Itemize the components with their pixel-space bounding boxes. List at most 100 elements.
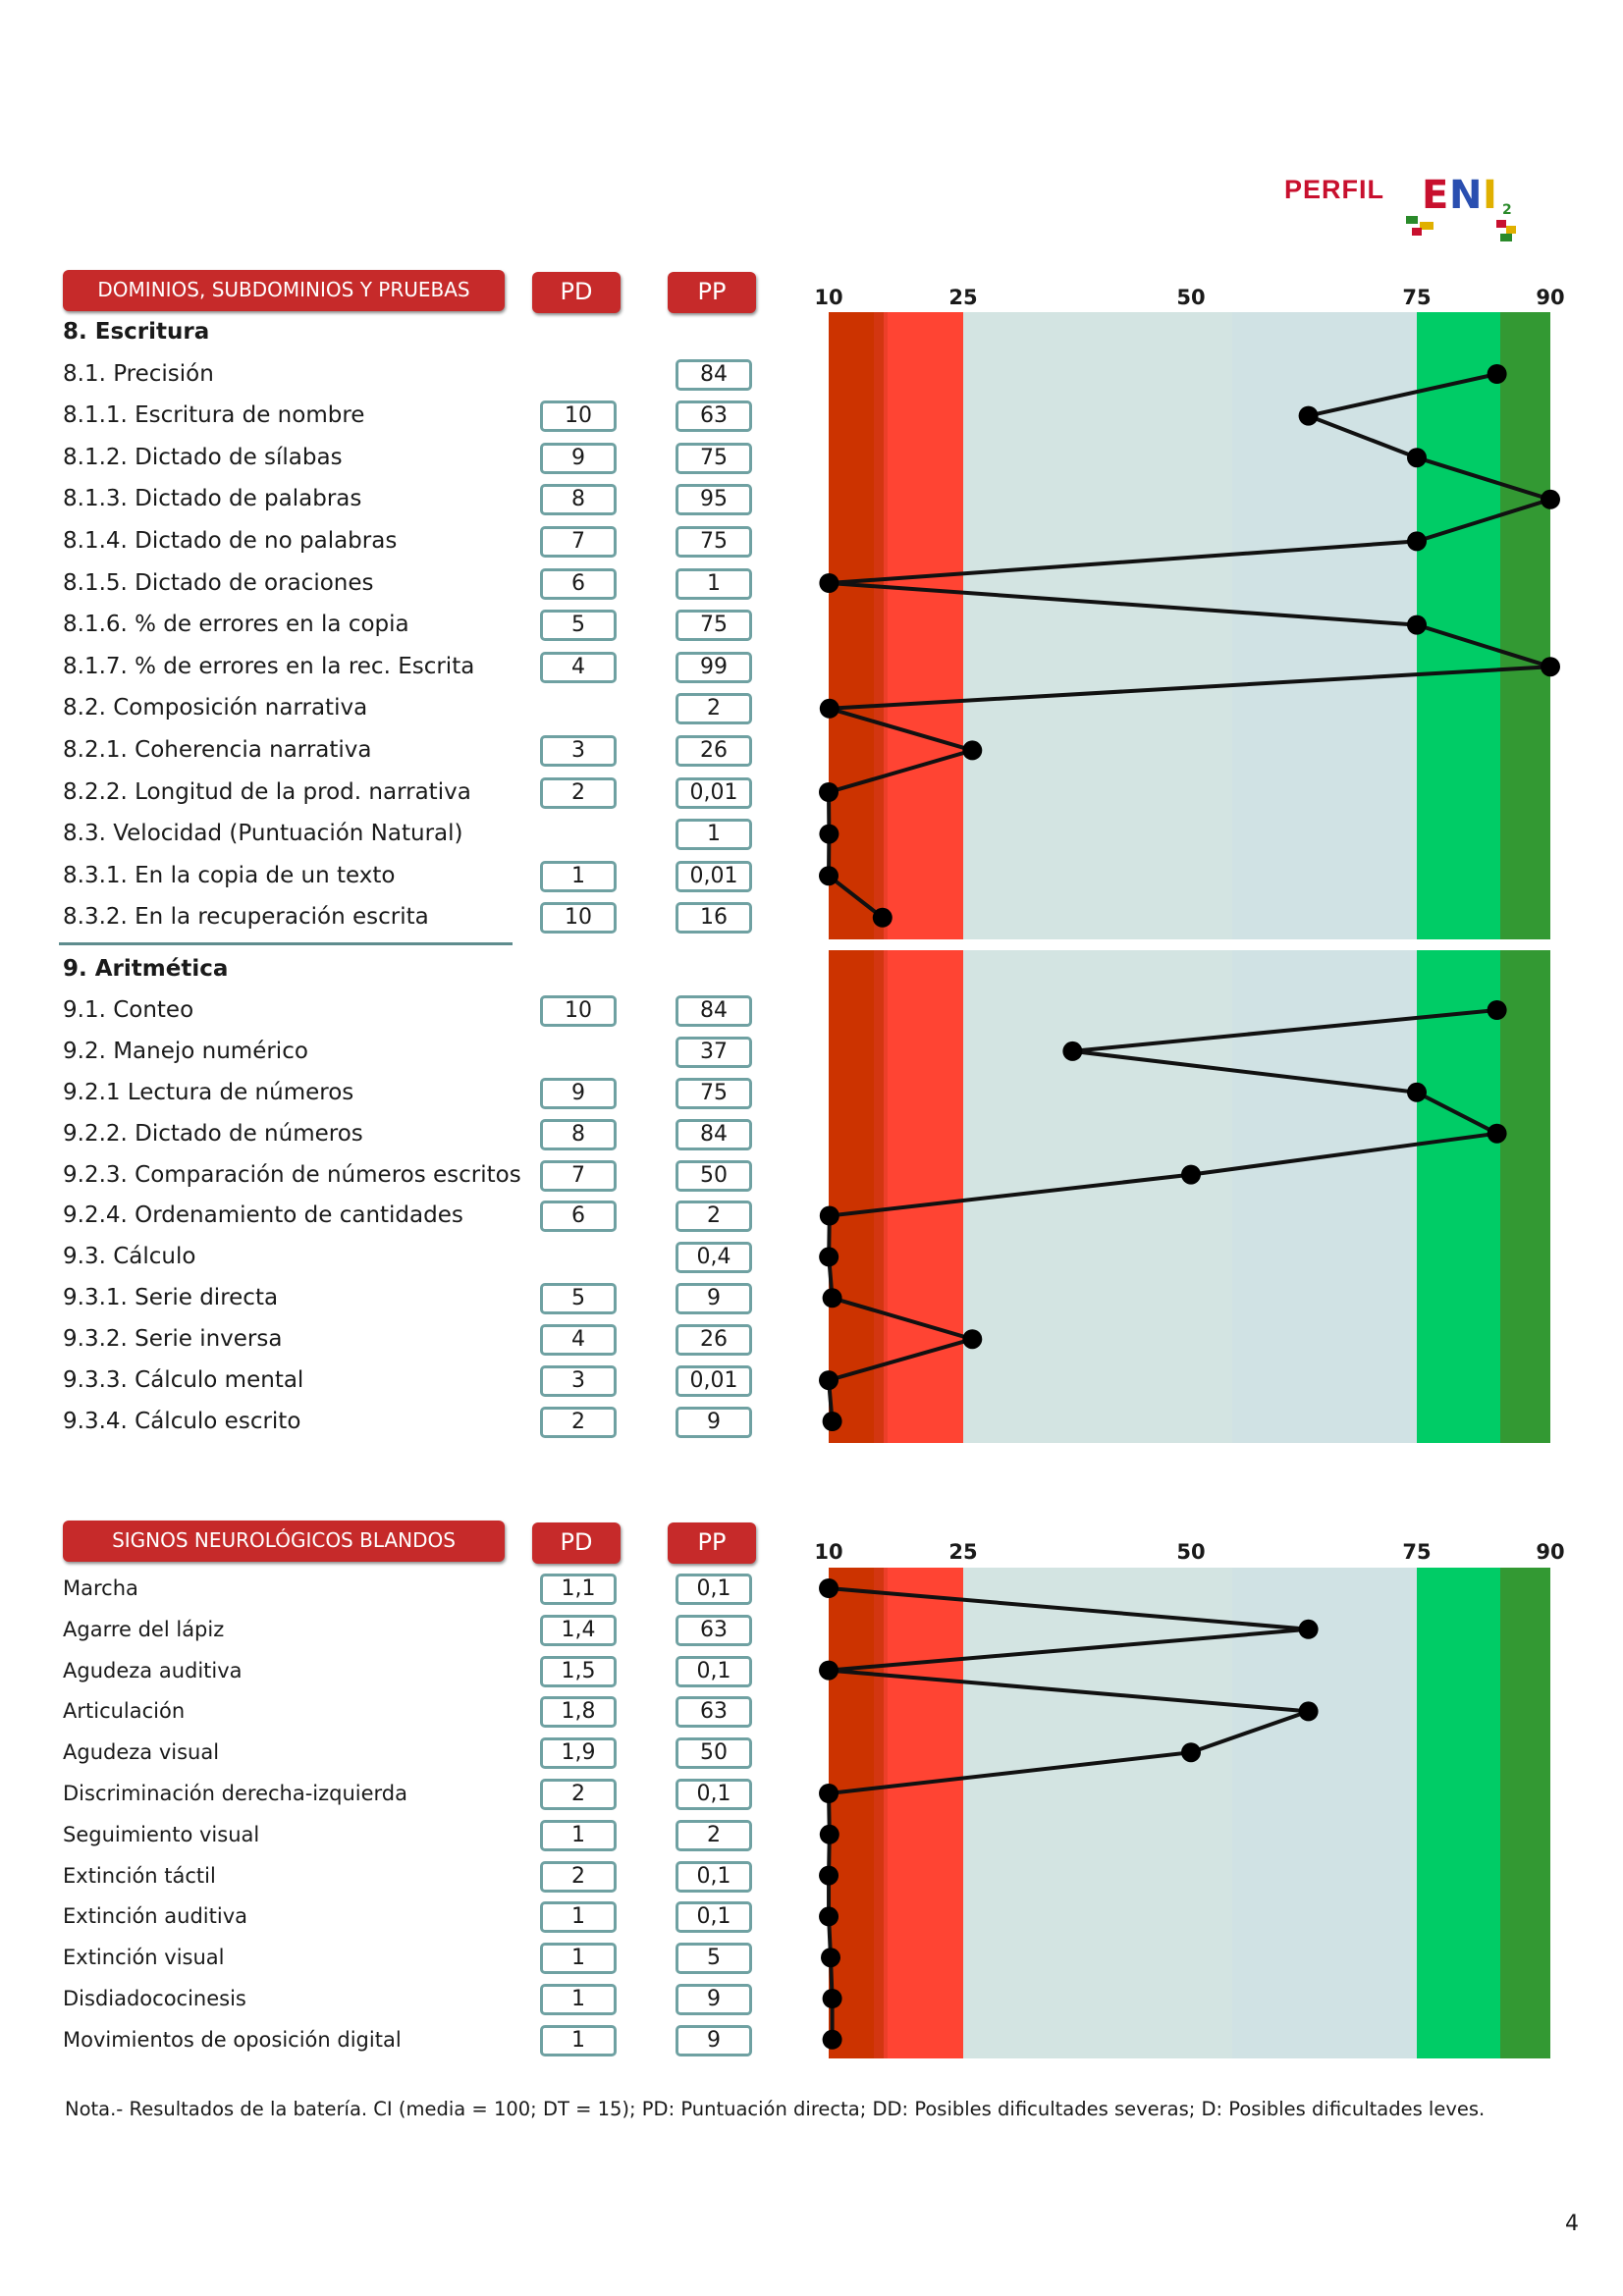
chart3-band-3 (1232, 1568, 1417, 2058)
chart1-point-3 (1541, 489, 1560, 509)
row-label: Discriminación derecha-izquierda (63, 1782, 408, 1805)
row-label: Agudeza auditiva (63, 1658, 243, 1682)
row-label: 9.3.1. Serie directa (63, 1285, 279, 1311)
row-label: 9. Aritmética (63, 956, 229, 982)
pd-value: 2 (540, 776, 617, 809)
pp-value: 0,1 (676, 1901, 752, 1934)
pd-value: 1 (540, 1901, 617, 1934)
chart2-band-4 (1417, 950, 1500, 1443)
row-label: 9.2.4. Ordenamiento de cantidades (63, 1202, 463, 1229)
pd-header: PD (532, 272, 621, 313)
chart3-band-4 (1417, 1568, 1500, 2058)
row-label: 8.3.2. En la recuperación escrita (63, 904, 429, 931)
pp-value: 50 (676, 1159, 752, 1192)
pd-value: 2 (540, 1406, 617, 1438)
row-label: 9.2.1 Lectura de números (63, 1079, 354, 1105)
pp-value: 26 (676, 735, 752, 767)
chart3-point-5 (819, 1784, 839, 1803)
row-label: 8. Escritura (63, 319, 210, 345)
chart2-point-5 (819, 1205, 839, 1226)
row-label: 8.1.3. Dictado de palabras (63, 486, 362, 512)
axis-tick-10: 10 (814, 286, 843, 309)
pd-value: 3 (540, 735, 617, 767)
pd-value: 1 (540, 2024, 617, 2056)
chart3-point-10 (822, 1989, 842, 2008)
pp-value: 0,1 (676, 1655, 752, 1687)
axis-tick-25: 25 (948, 1540, 978, 1564)
signs-header: SIGNOS NEUROLÓGICOS BLANDOS (63, 1521, 505, 1562)
chart2-band-5 (1500, 950, 1550, 1443)
row-label: Extinción táctil (63, 1863, 216, 1888)
pd-value: 2 (540, 1779, 617, 1810)
pd-value: 5 (540, 1283, 617, 1315)
chart2-band-3 (1232, 950, 1417, 1443)
row-label: Agudeza visual (63, 1740, 220, 1765)
chart1-band-4 (1417, 312, 1500, 939)
pp-value: 63 (676, 400, 752, 433)
row-label: 8.3. Velocidad (Puntuación Natural) (63, 821, 463, 847)
pd-value: 1 (540, 1943, 617, 1975)
chart1-point-9 (962, 740, 983, 761)
chart3-point-2 (819, 1660, 839, 1681)
pd-value: 6 (540, 567, 617, 600)
pd-value: 4 (540, 1324, 617, 1357)
row-label: 8.1.2. Dictado de sílabas (63, 444, 343, 470)
pd-value: 6 (540, 1201, 617, 1233)
row-label: 9.2. Manejo numérico (63, 1038, 308, 1064)
row-label: 9.2.2. Dictado de números (63, 1120, 363, 1147)
chart2-point-2 (1407, 1082, 1427, 1102)
pp-value: 99 (676, 651, 752, 683)
axis-tick-90: 90 (1536, 1540, 1565, 1564)
chart3-point-0 (819, 1578, 839, 1598)
chart3-point-3 (1298, 1701, 1319, 1722)
axis-tick-75: 75 (1402, 1540, 1432, 1564)
row-label: 8.2.1. Coherencia narrativa (63, 737, 372, 763)
chart2-point-0 (1487, 1000, 1507, 1020)
chart1-point-1 (1298, 405, 1319, 426)
pp-value: 9 (676, 2024, 752, 2056)
chart3-band-1 (884, 1568, 963, 2058)
chart3-band-edge (874, 1568, 888, 2058)
chart1-point-6 (1407, 614, 1427, 635)
chart2-band-edge (874, 950, 888, 1443)
pp-value: 50 (676, 1737, 752, 1770)
pp-value: 63 (676, 1696, 752, 1729)
pp-value: 2 (676, 1819, 752, 1851)
axis-tick-50: 50 (1176, 286, 1206, 309)
chart2-point-6 (819, 1247, 839, 1267)
row-label: 9.3.3. Cálculo mental (63, 1367, 304, 1393)
row-label: 8.2. Composición narrativa (63, 695, 368, 721)
chart1-band-2 (963, 312, 1232, 939)
row-label: Disdiadococinesis (63, 1987, 246, 2010)
pd-value: 1 (540, 1984, 617, 2015)
pp-value: 75 (676, 526, 752, 558)
chart2-point-3 (1487, 1123, 1507, 1144)
chart3-point-6 (819, 1824, 839, 1844)
pp-value: 9 (676, 1283, 752, 1315)
row-label: Articulación (63, 1699, 186, 1724)
row-label: 8.1.6. % de errores en la copia (63, 612, 409, 638)
pp-value: 75 (676, 610, 752, 642)
chart1-point-11 (819, 824, 839, 844)
row-label: 8.2.2. Longitud de la prod. narrativa (63, 778, 471, 805)
chart1-band-1 (884, 312, 963, 939)
perfil-title: PERFIL (1284, 175, 1385, 204)
pd-value: 7 (540, 1159, 617, 1192)
chart1-point-2 (1407, 448, 1427, 468)
pd-value: 1,1 (540, 1574, 617, 1605)
pd-value: 3 (540, 1365, 617, 1397)
pd-value: 1,4 (540, 1614, 617, 1646)
pp-value: 9 (676, 1406, 752, 1438)
pp-value: 26 (676, 1324, 752, 1357)
row-label: 9.2.3. Comparación de números escritos (63, 1161, 521, 1188)
chart3-point-1 (1298, 1619, 1319, 1639)
pp-value: 84 (676, 994, 752, 1027)
chart3-band-2 (963, 1568, 1232, 2058)
page-number: 4 (1565, 2212, 1579, 2236)
chart1-point-8 (819, 698, 839, 719)
pd-value: 1,8 (540, 1696, 617, 1729)
chart3-band-5 (1500, 1568, 1550, 2058)
section-divider (59, 942, 513, 945)
pp-value: 95 (676, 484, 752, 516)
pp-value: 37 (676, 1036, 752, 1068)
